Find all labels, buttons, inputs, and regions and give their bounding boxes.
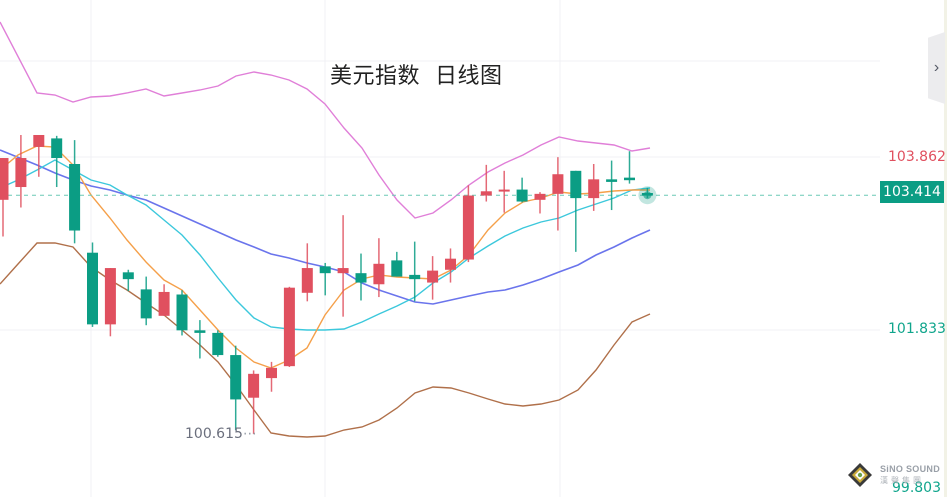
candle[interactable] [104, 268, 116, 337]
low-price-annotation: 100.615⋯ [185, 426, 257, 442]
chart-title: 美元指数 日线图 [330, 64, 503, 89]
candle[interactable] [588, 163, 600, 211]
candle[interactable] [0, 158, 9, 237]
candle[interactable] [158, 284, 170, 316]
axis-label-upper: 103.862 [888, 149, 946, 165]
candle[interactable] [15, 134, 27, 208]
candle[interactable] [498, 170, 510, 213]
candle[interactable] [176, 290, 188, 336]
axis-label-bottom: 99.803 [892, 480, 941, 496]
candle[interactable] [194, 320, 206, 359]
candle[interactable] [337, 215, 349, 317]
candle[interactable] [122, 269, 134, 292]
candle[interactable] [319, 262, 331, 296]
panel-edge [944, 0, 947, 497]
candle[interactable] [301, 243, 313, 302]
candle[interactable] [140, 276, 152, 326]
candle[interactable] [480, 164, 492, 202]
candle[interactable] [606, 160, 618, 211]
candle[interactable] [570, 170, 582, 252]
ma10-line [0, 159, 651, 331]
watermark-brand: SiNO SOUND [880, 464, 941, 474]
candle[interactable] [409, 241, 421, 302]
candle[interactable] [462, 185, 474, 263]
candle[interactable] [248, 370, 260, 434]
bollinger-middle-line [0, 149, 651, 305]
candle[interactable] [51, 135, 63, 188]
candle[interactable] [373, 238, 385, 298]
candle[interactable] [87, 242, 98, 327]
candle[interactable] [33, 134, 45, 177]
expand-panel-button[interactable]: › [928, 32, 945, 104]
candle[interactable] [552, 157, 564, 231]
candle[interactable] [534, 192, 546, 214]
watermark-subtitle: 漢聲集團 [880, 476, 924, 485]
candle[interactable] [355, 253, 367, 301]
candle[interactable] [212, 330, 224, 357]
candle[interactable] [283, 286, 295, 368]
current-price-badge: 103.414 [880, 181, 944, 203]
chevron-right-icon: › [933, 59, 940, 76]
candle[interactable] [230, 345, 242, 431]
candle[interactable] [624, 151, 635, 184]
candle[interactable] [266, 361, 277, 392]
diamond-logo-icon [848, 463, 872, 487]
candle[interactable] [516, 177, 528, 203]
candle[interactable] [445, 248, 456, 283]
candle[interactable] [427, 256, 439, 300]
candle[interactable] [69, 140, 81, 244]
candle[interactable] [391, 251, 403, 277]
bollinger-upper-line [0, 21, 651, 219]
axis-label-mid: 101.833 [888, 321, 946, 337]
